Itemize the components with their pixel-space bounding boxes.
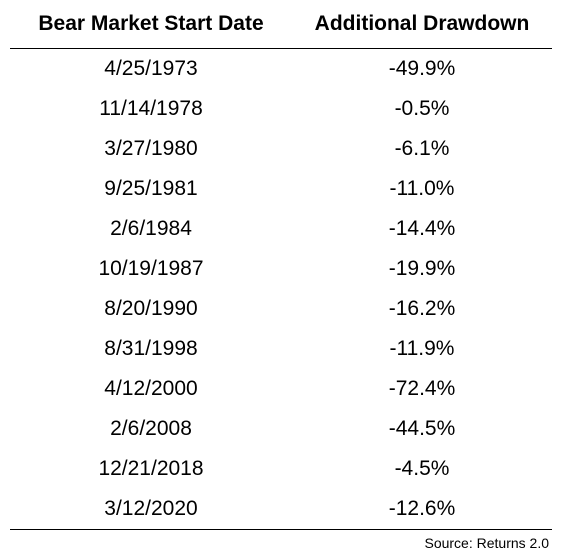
drawdown-cell: -44.5% (388, 417, 456, 440)
table-row: 3/27/1980 -6.1% (10, 129, 552, 169)
start-date-cell: 11/14/1978 (99, 97, 203, 120)
table-row: 4/12/2000 -72.4% (10, 369, 552, 409)
start-date-cell: 12/21/2018 (98, 457, 204, 480)
start-date-cell: 3/12/2020 (10, 489, 292, 530)
table-row: 12/21/2018 -4.5% (10, 449, 552, 489)
drawdown-table: Bear Market Start Date Additional Drawdo… (10, 0, 552, 530)
drawdown-cell: -0.5% (394, 97, 450, 120)
start-date-cell: 4/25/1973 (104, 57, 198, 80)
start-date-cell: 2/6/1984 (110, 217, 192, 240)
start-date-cell: 8/20/1990 (104, 297, 198, 320)
table-row: 2/6/2008 -44.5% (10, 409, 552, 449)
table-row: 8/20/1990 -16.2% (10, 289, 552, 329)
start-date-cell: 9/25/1981 (104, 177, 198, 200)
drawdown-cell: -19.9% (388, 257, 456, 280)
drawdown-cell: -16.2% (388, 297, 456, 320)
drawdown-table-container: Bear Market Start Date Additional Drawdo… (10, 0, 552, 530)
table-body: 4/25/1973 -49.9% 11/14/1978 -0.5% 3/27/1… (10, 49, 552, 530)
drawdown-cell: -4.5% (394, 457, 450, 480)
table-row: 11/14/1978 -0.5% (10, 89, 552, 129)
table-header: Bear Market Start Date Additional Drawdo… (10, 0, 552, 49)
start-date-cell: 10/19/1987 (98, 257, 204, 280)
drawdown-cell: -11.0% (389, 177, 455, 200)
table-row: 10/19/1987 -19.9% (10, 249, 552, 289)
start-date-cell: 3/27/1980 (104, 137, 198, 160)
table-row: 3/12/2020 -12.6% (10, 489, 552, 530)
drawdown-cell: -14.4% (388, 217, 456, 240)
start-date-cell: 8/31/1998 (104, 337, 198, 360)
source-note: Source: Returns 2.0 (424, 535, 549, 551)
drawdown-cell: -12.6% (292, 489, 552, 530)
table-row: 9/25/1981 -11.0% (10, 169, 552, 209)
start-date-cell: 4/12/2000 (104, 377, 198, 400)
drawdown-cell: -11.9% (389, 337, 455, 360)
table-row: 8/31/1998 -11.9% (10, 329, 552, 369)
drawdown-cell: -72.4% (388, 377, 456, 400)
start-date-cell: 2/6/2008 (110, 417, 192, 440)
header-row: Bear Market Start Date Additional Drawdo… (10, 0, 552, 49)
column-header-drawdown: Additional Drawdown (292, 0, 552, 49)
table-row: 4/25/1973 -49.9% (10, 49, 552, 90)
column-header-start-date: Bear Market Start Date (10, 0, 292, 49)
drawdown-cell: -49.9% (388, 57, 456, 80)
table-row: 2/6/1984 -14.4% (10, 209, 552, 249)
drawdown-cell: -6.1% (394, 137, 450, 160)
